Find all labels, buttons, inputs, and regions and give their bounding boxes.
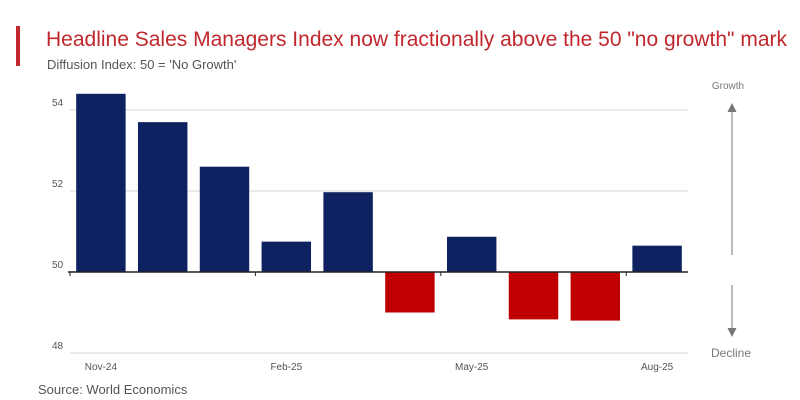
title-accent-bar [16,26,20,66]
x-tick-label-Feb-25: Feb-25 [270,362,302,373]
x-axis-tick-labels: Nov-24 Feb-25 May-25 Aug-25 [85,362,674,373]
growth-arrow-head [727,103,737,112]
y-tick-label-48: 48 [52,341,64,352]
x-tick-label-May-25: May-25 [455,362,489,373]
bar-Dec-24 [137,122,188,273]
bar-Mar-25 [323,192,373,272]
source-note: Source: World Economics [38,382,188,397]
x-axis [68,271,688,276]
x-tick-label-Nov-24: Nov-24 [85,362,118,373]
x-tick-label-Aug-25: Aug-25 [641,362,674,373]
bars [76,93,682,321]
y-tick-label-54: 54 [52,98,64,109]
bar-Jun-25 [508,272,559,320]
bar-Feb-25 [261,241,312,272]
growth-decline-annotation: Growth Decline [711,81,751,360]
chart-title: Headline Sales Managers Index now fracti… [46,28,787,51]
bar-Jul-25 [570,272,621,321]
chart-subtitle: Diffusion Index: 50 = 'No Growth' [47,57,237,72]
bar-Apr-25 [385,272,435,313]
bar-Aug-25 [632,245,682,272]
y-tick-label-52: 52 [52,179,64,190]
decline-arrow-head [727,328,737,337]
y-axis-tick-labels: 48 50 52 54 [52,98,64,352]
y-tick-label-50: 50 [52,260,64,271]
growth-label: Growth [712,81,744,92]
bar-May-25 [446,236,497,272]
bar-Jan-25 [199,166,250,272]
bar-Nov-24 [76,93,126,272]
decline-label: Decline [711,346,751,360]
